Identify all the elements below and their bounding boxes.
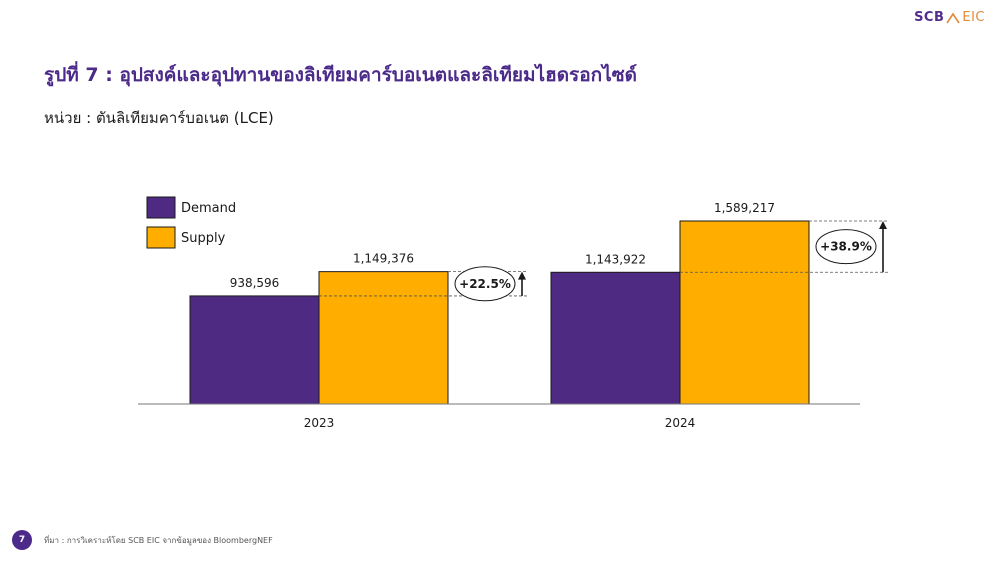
logo-eic-text: EIC (962, 10, 985, 25)
logo-scb-text: SCB (914, 10, 945, 25)
category-label-2024: 2024 (665, 416, 696, 430)
page-number-badge: 7 (12, 530, 32, 550)
category-label-2023: 2023 (304, 416, 335, 430)
unit-label: หน่วย : ตันลิเทียมคาร์บอเนต (LCE) (44, 109, 274, 127)
scb-eic-logo: SCB EIC (914, 10, 985, 25)
growth-annotation-ellipse-2023 (454, 266, 516, 302)
bar-demand-2024 (550, 271, 681, 405)
growth-annotation-ellipse-2024 (815, 229, 877, 265)
house-roof-icon (946, 12, 961, 23)
bar-supply-2023 (318, 271, 449, 405)
legend-swatch-demand (146, 196, 176, 219)
legend-swatch-supply (146, 226, 176, 249)
data-label-demand-2024: 1,143,922 (585, 252, 646, 266)
data-label-demand-2023: 938,596 (230, 276, 280, 290)
bar-demand-2023 (189, 295, 320, 405)
data-label-supply-2023: 1,149,376 (353, 252, 414, 266)
growth-annotation-2024: +38.9% (820, 240, 872, 254)
growth-annotation-2023: +22.5% (459, 277, 511, 291)
source-note: ที่มา : การวิเคราะห์โดย SCB EIC จากข้อมู… (44, 535, 273, 545)
legend-label-supply: Supply (181, 231, 226, 246)
data-label-supply-2024: 1,589,217 (714, 201, 775, 215)
footer: 7 ที่มา : การวิเคราะห์โดย SCB EIC จากข้อ… (12, 530, 273, 550)
growth-arrowhead-2024 (879, 221, 887, 229)
legend-label-demand: Demand (181, 201, 236, 216)
page-title: รูปที่ 7 : อุปสงค์และอุปทานของลิเทียมคาร… (44, 64, 637, 86)
growth-arrowhead-2023 (518, 271, 526, 280)
bar-supply-2024 (679, 220, 810, 405)
